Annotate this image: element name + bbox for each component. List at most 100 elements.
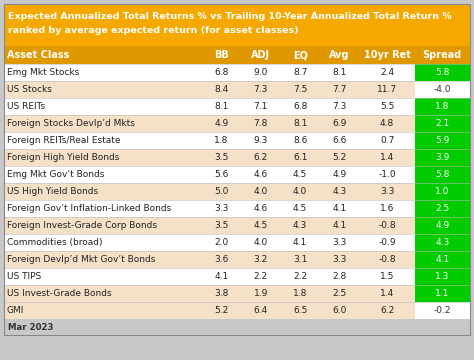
Text: 3.5: 3.5 — [214, 153, 228, 162]
Text: 1.1: 1.1 — [435, 289, 449, 298]
Text: 2.1: 2.1 — [435, 119, 449, 128]
Text: 8.1: 8.1 — [214, 102, 228, 111]
Text: 4.3: 4.3 — [333, 187, 347, 196]
Text: -0.9: -0.9 — [378, 238, 396, 247]
Text: GMI: GMI — [7, 306, 24, 315]
Text: 2.0: 2.0 — [214, 238, 228, 247]
Text: 3.6: 3.6 — [214, 255, 228, 264]
Text: 9.0: 9.0 — [254, 68, 268, 77]
Text: 2.8: 2.8 — [333, 272, 347, 281]
Text: 8.6: 8.6 — [293, 136, 307, 145]
Text: 5.8: 5.8 — [435, 170, 449, 179]
Text: 3.3: 3.3 — [332, 255, 347, 264]
Text: 6.1: 6.1 — [293, 153, 307, 162]
Text: -0.2: -0.2 — [434, 306, 451, 315]
Text: 4.8: 4.8 — [380, 119, 394, 128]
Text: 1.8: 1.8 — [435, 102, 449, 111]
Bar — [415, 98, 470, 115]
Bar — [415, 183, 470, 200]
Text: 4.9: 4.9 — [333, 170, 347, 179]
Text: Mar 2023: Mar 2023 — [8, 323, 54, 332]
Bar — [415, 166, 470, 183]
Text: Avg: Avg — [329, 50, 350, 60]
Bar — [415, 251, 470, 268]
Text: Foreign REITs/Real Estate: Foreign REITs/Real Estate — [7, 136, 120, 145]
Text: Emg Mkt Stocks: Emg Mkt Stocks — [7, 68, 79, 77]
Bar — [4, 183, 470, 200]
Text: 4.9: 4.9 — [214, 119, 228, 128]
Text: 7.3: 7.3 — [254, 85, 268, 94]
Text: 4.5: 4.5 — [293, 204, 307, 213]
Text: US REITs: US REITs — [7, 102, 45, 111]
Text: US High Yield Bonds: US High Yield Bonds — [7, 187, 98, 196]
Bar — [415, 302, 470, 319]
Text: 3.8: 3.8 — [214, 289, 228, 298]
Bar — [415, 200, 470, 217]
Text: 1.8: 1.8 — [214, 136, 228, 145]
Text: 5.6: 5.6 — [214, 170, 228, 179]
Bar — [4, 251, 470, 268]
Bar — [415, 115, 470, 132]
Text: 6.0: 6.0 — [332, 306, 347, 315]
Text: Asset Class: Asset Class — [7, 50, 69, 60]
Text: BB: BB — [214, 50, 228, 60]
Text: Foreign Devlp’d Mkt Gov’t Bonds: Foreign Devlp’d Mkt Gov’t Bonds — [7, 255, 155, 264]
Text: 2.2: 2.2 — [254, 272, 268, 281]
Text: 4.1: 4.1 — [214, 272, 228, 281]
Text: 9.3: 9.3 — [254, 136, 268, 145]
Text: -1.0: -1.0 — [378, 170, 396, 179]
Bar — [4, 268, 470, 285]
Text: 7.7: 7.7 — [332, 85, 347, 94]
Text: ranked by average expected return (for asset classes): ranked by average expected return (for a… — [8, 26, 299, 35]
Text: 5.8: 5.8 — [435, 68, 449, 77]
Text: 1.0: 1.0 — [435, 187, 449, 196]
Text: 1.4: 1.4 — [380, 289, 394, 298]
Text: 3.3: 3.3 — [214, 204, 228, 213]
Text: 6.6: 6.6 — [332, 136, 347, 145]
Bar — [4, 302, 470, 319]
Bar — [4, 319, 470, 335]
Text: 8.1: 8.1 — [293, 119, 307, 128]
Text: 4.1: 4.1 — [435, 255, 449, 264]
Text: 3.9: 3.9 — [435, 153, 449, 162]
Text: Spread: Spread — [423, 50, 462, 60]
Text: 6.5: 6.5 — [293, 306, 307, 315]
Bar — [4, 234, 470, 251]
Text: Expected Annualized Total Returns % vs Trailing 10-Year Annualized Total Return : Expected Annualized Total Returns % vs T… — [8, 12, 452, 21]
Text: 3.3: 3.3 — [332, 238, 347, 247]
Text: US TIPS: US TIPS — [7, 272, 41, 281]
Bar — [415, 132, 470, 149]
Bar — [4, 98, 470, 115]
Text: Foreign Invest-Grade Corp Bonds: Foreign Invest-Grade Corp Bonds — [7, 221, 157, 230]
Text: 11.7: 11.7 — [377, 85, 397, 94]
Text: 8.1: 8.1 — [332, 68, 347, 77]
Text: 2.5: 2.5 — [435, 204, 449, 213]
Text: Commodities (broad): Commodities (broad) — [7, 238, 102, 247]
Bar — [4, 81, 470, 98]
Text: 0.7: 0.7 — [380, 136, 394, 145]
Text: 2.5: 2.5 — [333, 289, 347, 298]
Text: 4.0: 4.0 — [254, 238, 268, 247]
Text: -0.8: -0.8 — [378, 221, 396, 230]
Text: 7.8: 7.8 — [254, 119, 268, 128]
Bar — [4, 132, 470, 149]
Bar — [415, 64, 470, 81]
Text: 4.1: 4.1 — [333, 221, 347, 230]
Text: 4.3: 4.3 — [293, 221, 307, 230]
Text: 6.2: 6.2 — [254, 153, 268, 162]
Text: EQ: EQ — [293, 50, 308, 60]
Text: 5.2: 5.2 — [333, 153, 347, 162]
Text: 1.8: 1.8 — [293, 289, 307, 298]
Text: 4.6: 4.6 — [254, 170, 268, 179]
Text: 6.2: 6.2 — [380, 306, 394, 315]
Bar — [4, 46, 470, 64]
Text: 4.9: 4.9 — [435, 221, 449, 230]
Text: 8.4: 8.4 — [214, 85, 228, 94]
Bar — [415, 149, 470, 166]
Text: 5.5: 5.5 — [380, 102, 394, 111]
Text: 4.3: 4.3 — [435, 238, 449, 247]
Bar — [4, 200, 470, 217]
Text: Foreign High Yield Bonds: Foreign High Yield Bonds — [7, 153, 119, 162]
Text: ADJ: ADJ — [251, 50, 270, 60]
Text: 6.9: 6.9 — [332, 119, 347, 128]
